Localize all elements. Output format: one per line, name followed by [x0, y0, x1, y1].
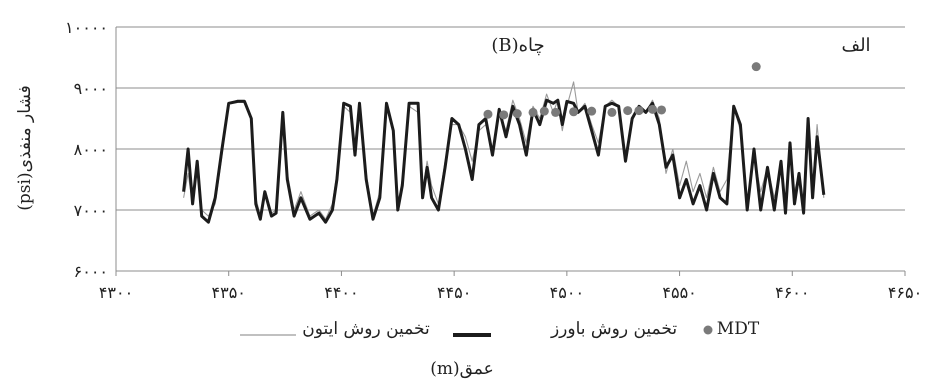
legend: MDT تخمین روش باورز تخمین روش ایتون: [240, 319, 760, 339]
mdt-point: [648, 104, 658, 114]
mdt-point: [483, 109, 493, 119]
y-tick-label: ۷۰۰۰: [74, 201, 108, 220]
x-tick-labels: ۴۳۰۰ ۴۳۵۰ ۴۴۰۰ ۴۴۵۰ ۴۵۰۰ ۴۵۵۰ ۴۶۰۰ ۴۶۵۰: [99, 283, 922, 302]
legend-bowers-label: تخمین روش باورز: [550, 319, 677, 339]
axes: [115, 27, 906, 276]
legend-mdt-marker: [703, 325, 713, 335]
mdt-point: [539, 106, 549, 116]
x-tick-label: ۴۳۵۰: [212, 283, 246, 302]
x-tick-label: ۴۴۰۰: [324, 283, 358, 302]
x-tick-label: ۴۶۰۰: [775, 283, 809, 302]
x-tick-label: ۴۴۵۰: [437, 283, 471, 302]
mdt-point: [512, 109, 522, 119]
mdt-point: [551, 107, 561, 117]
x-tick-label: ۴۵۵۰: [662, 283, 696, 302]
panel-annotation: الف: [841, 35, 870, 56]
y-tick-labels: ۶۰۰۰ ۷۰۰۰ ۸۰۰۰ ۹۰۰۰ ۱۰۰۰۰: [65, 18, 108, 281]
mdt-point: [499, 110, 509, 120]
legend-mdt-label: MDT: [717, 319, 760, 339]
x-axis-label: عمق(m): [430, 359, 494, 379]
mdt-point: [607, 107, 617, 117]
bowers-estimate-line: [182, 98, 826, 224]
x-tick-label: ۴۶۵۰: [888, 283, 922, 302]
mdt-point: [528, 107, 538, 117]
y-axis-label: فشار منفذی(psi): [15, 85, 35, 210]
mdt-point: [751, 62, 761, 72]
mdt-point: [634, 106, 644, 116]
y-tick-label: ۱۰۰۰۰: [65, 18, 108, 37]
series-layer: [182, 62, 826, 224]
mdt-point: [569, 107, 579, 117]
x-tick-label: ۴۵۰۰: [550, 283, 584, 302]
legend-eaton-label: تخمین روش ایتون: [302, 319, 430, 339]
well-annotation: چاه(B): [491, 35, 544, 56]
x-tick-label: ۴۳۰۰: [99, 283, 133, 302]
y-tick-label: ۶۰۰۰: [74, 262, 108, 281]
mdt-point: [623, 106, 633, 116]
y-tick-label: ۸۰۰۰: [74, 140, 108, 159]
y-tick-label: ۹۰۰۰: [74, 79, 108, 98]
mdt-point: [587, 106, 597, 116]
mdt-point: [657, 105, 667, 115]
